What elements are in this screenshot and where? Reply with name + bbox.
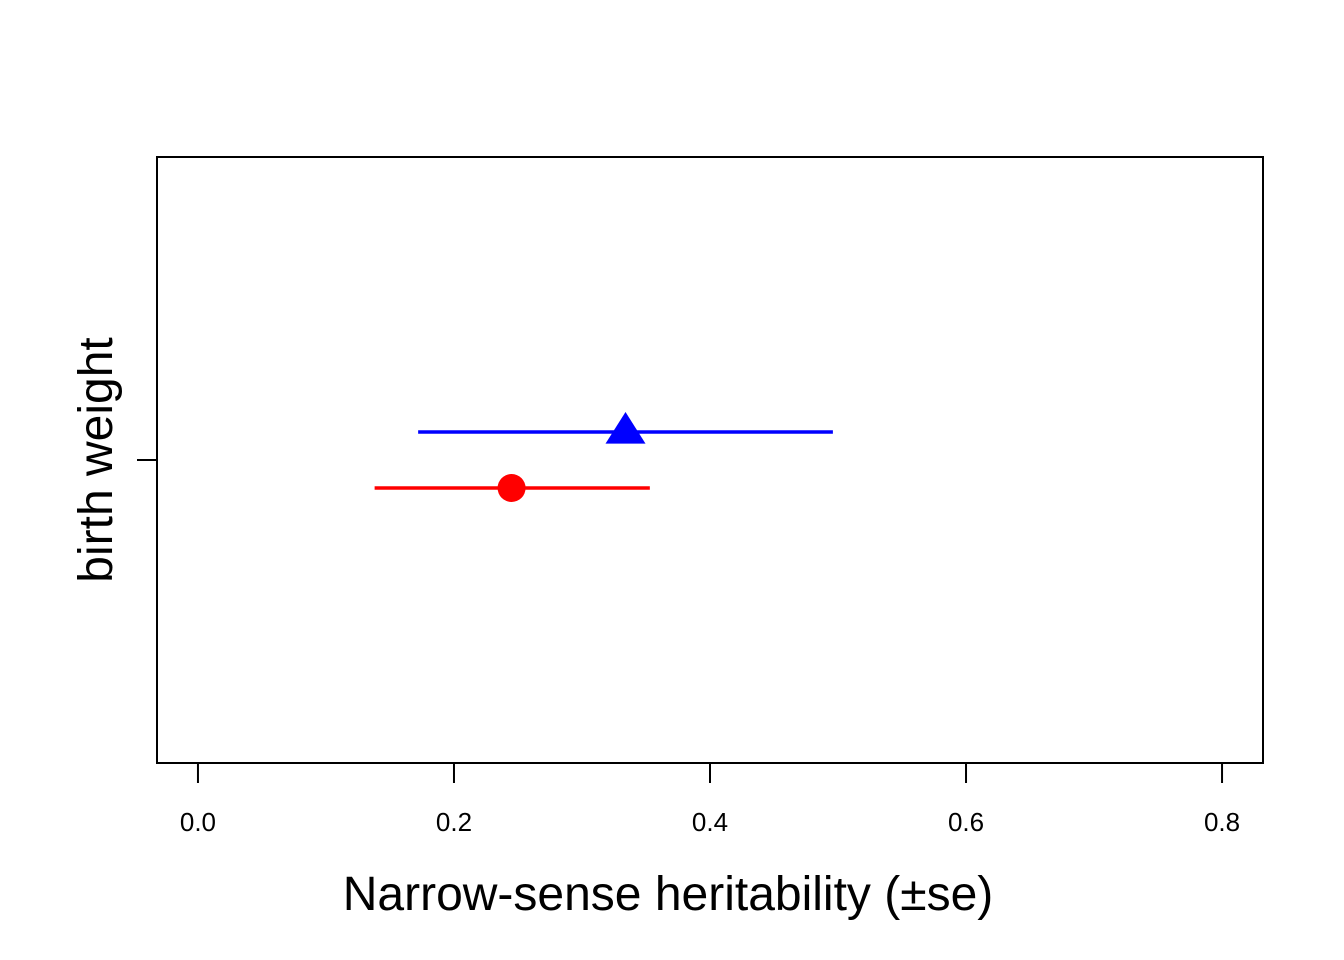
plot-frame <box>156 156 1264 764</box>
estimate-marker-circle <box>497 474 526 502</box>
series-layer <box>374 412 833 502</box>
x-tick-label: 0.6 <box>948 807 984 837</box>
series-1 <box>374 474 650 502</box>
x-tick-label: 0.0 <box>180 807 216 837</box>
estimate-marker-triangle <box>605 412 646 444</box>
series-0 <box>418 412 833 444</box>
x-tick-label: 0.8 <box>1204 807 1240 837</box>
x-tick-label: 0.2 <box>436 807 472 837</box>
x-axis: 0.0 0.2 0.4 0.6 0.8 <box>180 762 1240 837</box>
x-axis-title: Narrow-sense heritability (±se) <box>343 868 994 921</box>
x-tick-label: 0.4 <box>692 807 728 837</box>
y-axis-title: birth weight <box>70 337 123 582</box>
